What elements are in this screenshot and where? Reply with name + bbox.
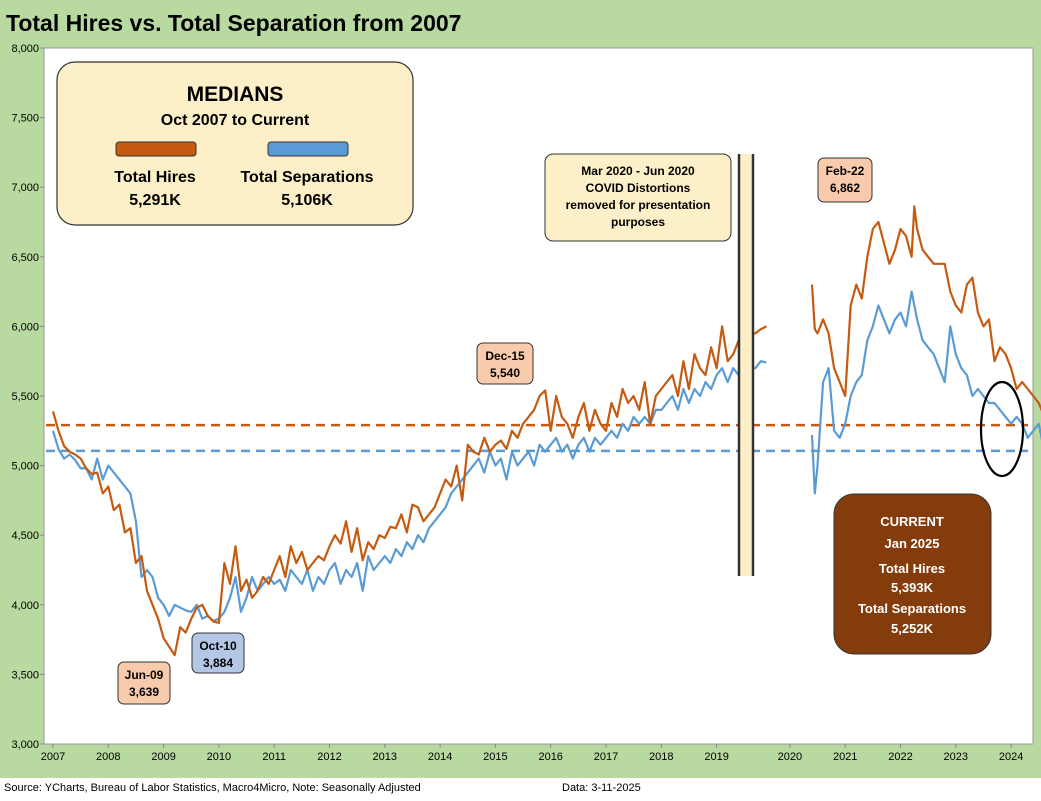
x-tick-label: 2018 [649,751,673,763]
x-tick-label: 2008 [96,751,120,763]
covid-note-line: COVID Distortions [586,181,691,195]
medians-hires-swatch [115,141,197,157]
callout-value-oct10: 3,884 [203,656,233,670]
callout-value-jun09: 3,639 [129,685,159,699]
y-tick-label: 3,000 [11,739,39,751]
current-separations-value: 5,252K [891,621,934,636]
medians-box [56,61,414,226]
x-tick-label: 2014 [428,751,452,763]
annotations: MEDIANS Oct 2007 to Current Total Hires 5,2… [56,61,1025,705]
current-separations-label: Total Separations [858,601,966,616]
y-tick-label: 5,000 [11,461,39,473]
x-tick-label: 2010 [207,751,231,763]
medians-separations-value: 5,106K [281,192,333,209]
x-tick-label: 2011 [262,751,286,763]
data-date: Data: 3-11-2025 [562,782,641,794]
x-tick-label: 2022 [888,751,912,763]
y-tick-label: 8,000 [11,43,39,55]
y-tick-label: 4,500 [11,530,39,542]
covid-note-box [544,153,732,242]
medians-heading: MEDIANS [187,83,284,106]
x-tick-label: 2009 [151,751,175,763]
y-tick-label: 6,500 [11,252,39,264]
latest-data-highlight-ellipse [979,380,1025,478]
covid-note-line: purposes [611,215,665,229]
callout-value-feb22: 6,862 [830,181,860,195]
x-tick-label: 2023 [944,751,968,763]
callout-box-oct10 [191,632,245,674]
medians-separations-swatch [267,141,349,157]
callout-label-feb22: Feb-22 [826,164,865,178]
x-tick-label: 2020 [778,751,802,763]
footer [0,778,1041,801]
y-tick-label: 3,500 [11,669,39,681]
source-note: Source: YCharts, Bureau of Labor Statist… [4,782,421,794]
current-date: Jan 2025 [885,536,940,551]
callout-box-jun09 [117,661,171,705]
median-lines [46,423,1028,453]
current-heading: CURRENT [880,514,944,529]
y-tick-label: 7,000 [11,182,39,194]
callout-label-dec15: Dec-15 [485,349,525,363]
callout-value-dec15: 5,540 [490,366,520,380]
callout-box-dec15 [476,342,534,385]
y-tick-label: 4,000 [11,600,39,612]
current-hires-value: 5,393K [891,580,934,595]
y-tick-label: 7,500 [11,113,39,125]
x-tick-label: 2012 [317,751,341,763]
hires-line-post-covid [810,205,1041,412]
y-axis: 3,000 3,500 4,000 4,500 5,000 5,500 6,000 6,500… [11,43,44,751]
callout-label-jun09: Jun-09 [125,668,164,682]
x-tick-label: 2013 [373,751,397,763]
callout-box-feb22 [817,157,873,203]
x-axis: 2007 2008 2009 2010 2011 2012 2013 2014 2015 2016… [41,744,1023,763]
separations-line-pre-covid [51,360,767,622]
y-tick-label: 5,500 [11,391,39,403]
x-tick-label: 2024 [999,751,1023,763]
current-hires-label: Total Hires [879,561,945,576]
covid-note-line: Mar 2020 - Jun 2020 [581,164,695,178]
covid-gap-bar [737,154,755,576]
current-box [833,493,992,655]
x-tick-label: 2015 [483,751,507,763]
x-tick-label: 2016 [538,751,562,763]
callout-label-oct10: Oct-10 [199,639,237,653]
x-tick-label: 2021 [833,751,857,763]
y-tick-label: 6,000 [11,321,39,333]
x-tick-label: 2019 [704,751,728,763]
x-tick-label: 2007 [41,751,65,763]
medians-period: Oct 2007 to Current [161,112,310,129]
medians-separations-label: Total Separations [240,169,373,186]
medians-hires-label: Total Hires [114,169,196,186]
series-lines [51,205,1041,657]
medians-hires-value: 5,291K [129,192,181,209]
x-tick-label: 2017 [594,751,618,763]
chart-title: Total Hires vs. Total Separation from 20… [6,10,462,36]
covid-note-line: removed for presentation [566,198,711,212]
covid-gap-fill [739,154,753,576]
hires-line-pre-covid [51,325,767,657]
